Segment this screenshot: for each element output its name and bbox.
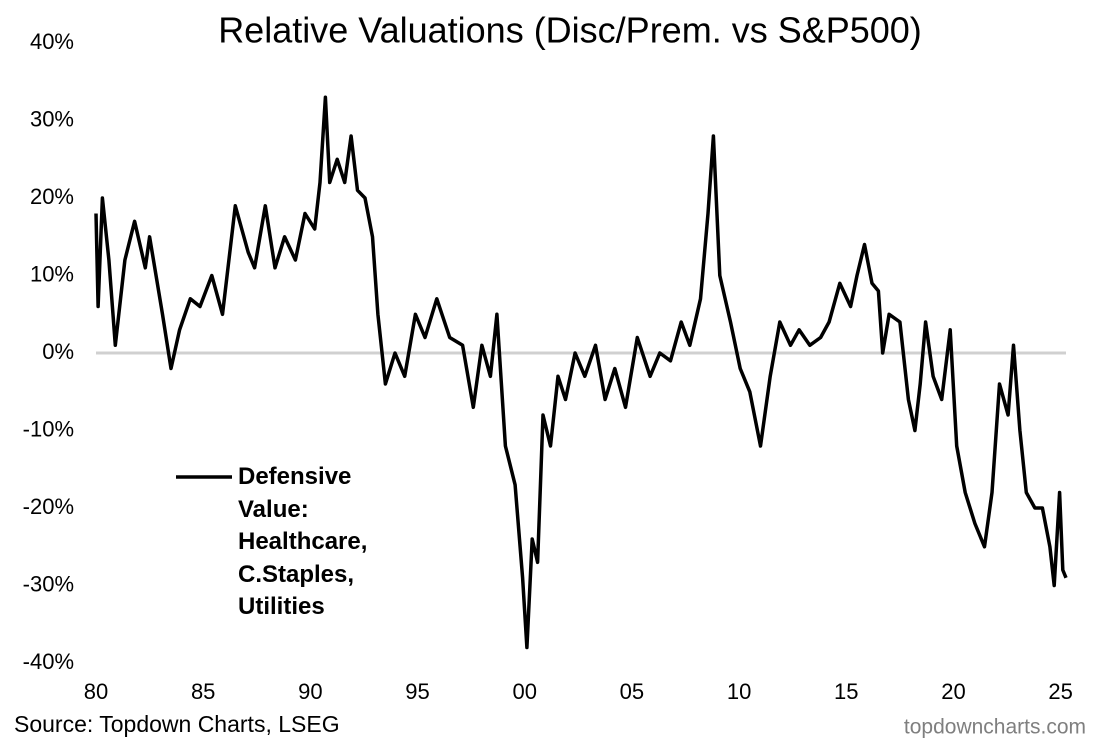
y-tick-label: 20% xyxy=(30,184,74,209)
source-note: Source: Topdown Charts, LSEG xyxy=(14,711,340,737)
x-tick-label: 90 xyxy=(298,679,322,704)
x-tick-label: 80 xyxy=(84,679,108,704)
watermark: topdowncharts.com xyxy=(904,716,1086,739)
series-line xyxy=(94,95,1068,650)
x-tick-label: 25 xyxy=(1048,679,1072,704)
y-tick-label: 40% xyxy=(30,29,74,54)
legend-label: Defensive Value: Healthcare, C.Staples, … xyxy=(238,463,368,620)
x-tick-label: 85 xyxy=(191,679,215,704)
x-tick-label: 20 xyxy=(941,679,965,704)
chart-title: Relative Valuations (Disc/Prem. vs S&P50… xyxy=(218,10,922,51)
y-tick-label: 30% xyxy=(30,106,74,131)
y-tick-label: 0% xyxy=(42,339,74,364)
y-tick-label: -40% xyxy=(23,649,74,674)
y-tick-label: -10% xyxy=(23,416,74,441)
x-tick-label: 10 xyxy=(727,679,751,704)
y-tick-label: -30% xyxy=(23,571,74,596)
y-tick-label: 10% xyxy=(30,261,74,286)
x-tick-label: 00 xyxy=(512,679,536,704)
x-tick-label: 95 xyxy=(405,679,429,704)
x-tick-label: 15 xyxy=(834,679,858,704)
y-tick-label: -20% xyxy=(23,494,74,519)
x-tick-label: 05 xyxy=(620,679,644,704)
